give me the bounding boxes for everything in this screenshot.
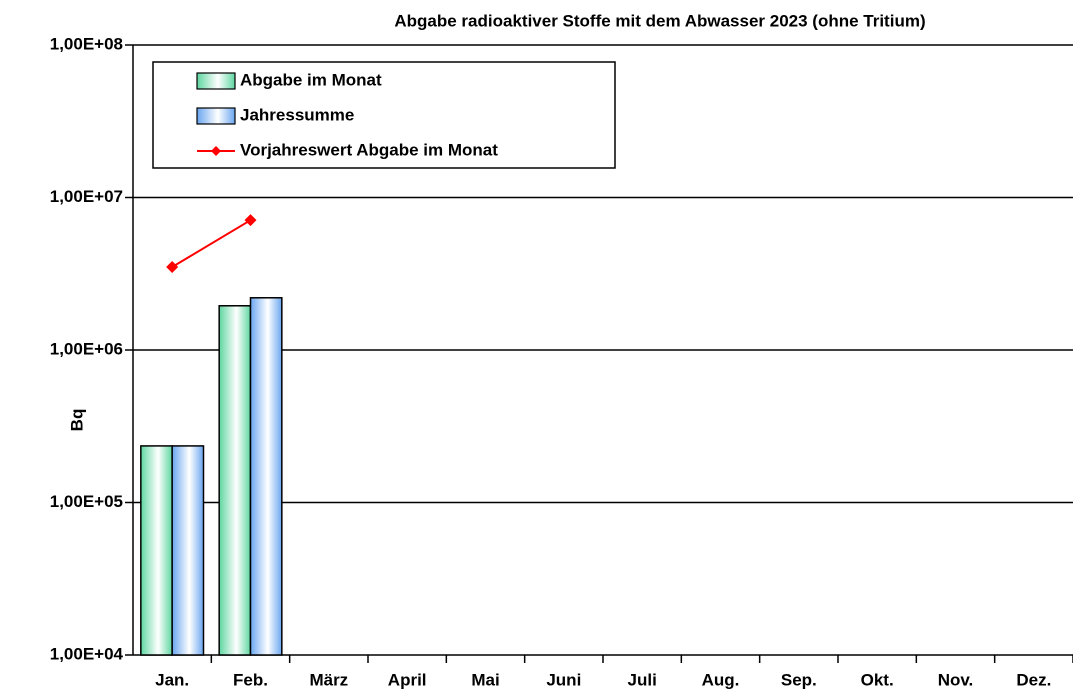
x-tick-label: Nov. <box>938 670 974 689</box>
legend-label: Jahressumme <box>240 105 354 124</box>
x-tick-label: Sep. <box>781 670 817 689</box>
legend-swatch <box>196 107 236 125</box>
y-tick-label: 1,00E+08 <box>50 34 123 53</box>
y-tick-label: 1,00E+07 <box>50 187 123 206</box>
x-tick-label: Mai <box>471 670 499 689</box>
bar <box>171 445 205 656</box>
y-axis-label: Bq <box>67 409 86 432</box>
legend-swatch-marker <box>211 146 221 156</box>
bar <box>218 305 252 656</box>
bar <box>249 297 283 656</box>
x-tick-label: Dez. <box>1016 670 1051 689</box>
line-marker <box>166 261 179 274</box>
legend: Abgabe im Monat Jahressumme Vorjahreswert … <box>152 61 616 169</box>
legend-swatch <box>196 72 236 90</box>
x-tick-label: Juli <box>628 670 657 689</box>
bar <box>140 445 173 656</box>
chart-title: Abgabe radioaktiver Stoffe mit dem Abwas… <box>394 11 925 30</box>
y-tick-label: 1,00E+04 <box>50 644 124 663</box>
x-tick-label: Juni <box>546 670 581 689</box>
legend-label: Abgabe im Monat <box>240 70 382 89</box>
x-tick-label: Okt. <box>861 670 894 689</box>
x-tick-label: Feb. <box>233 670 268 689</box>
y-tick-label: 1,00E+06 <box>50 339 123 358</box>
x-tick-label: März <box>309 670 348 689</box>
y-tick-label: 1,00E+05 <box>50 492 123 511</box>
legend-label: Vorjahreswert Abgabe im Monat <box>240 140 498 159</box>
line <box>171 219 252 268</box>
x-tick-label: Aug. <box>702 670 740 689</box>
line-marker <box>244 214 257 227</box>
x-tick-label: April <box>388 670 427 689</box>
x-tick-label: Jan. <box>155 670 189 689</box>
